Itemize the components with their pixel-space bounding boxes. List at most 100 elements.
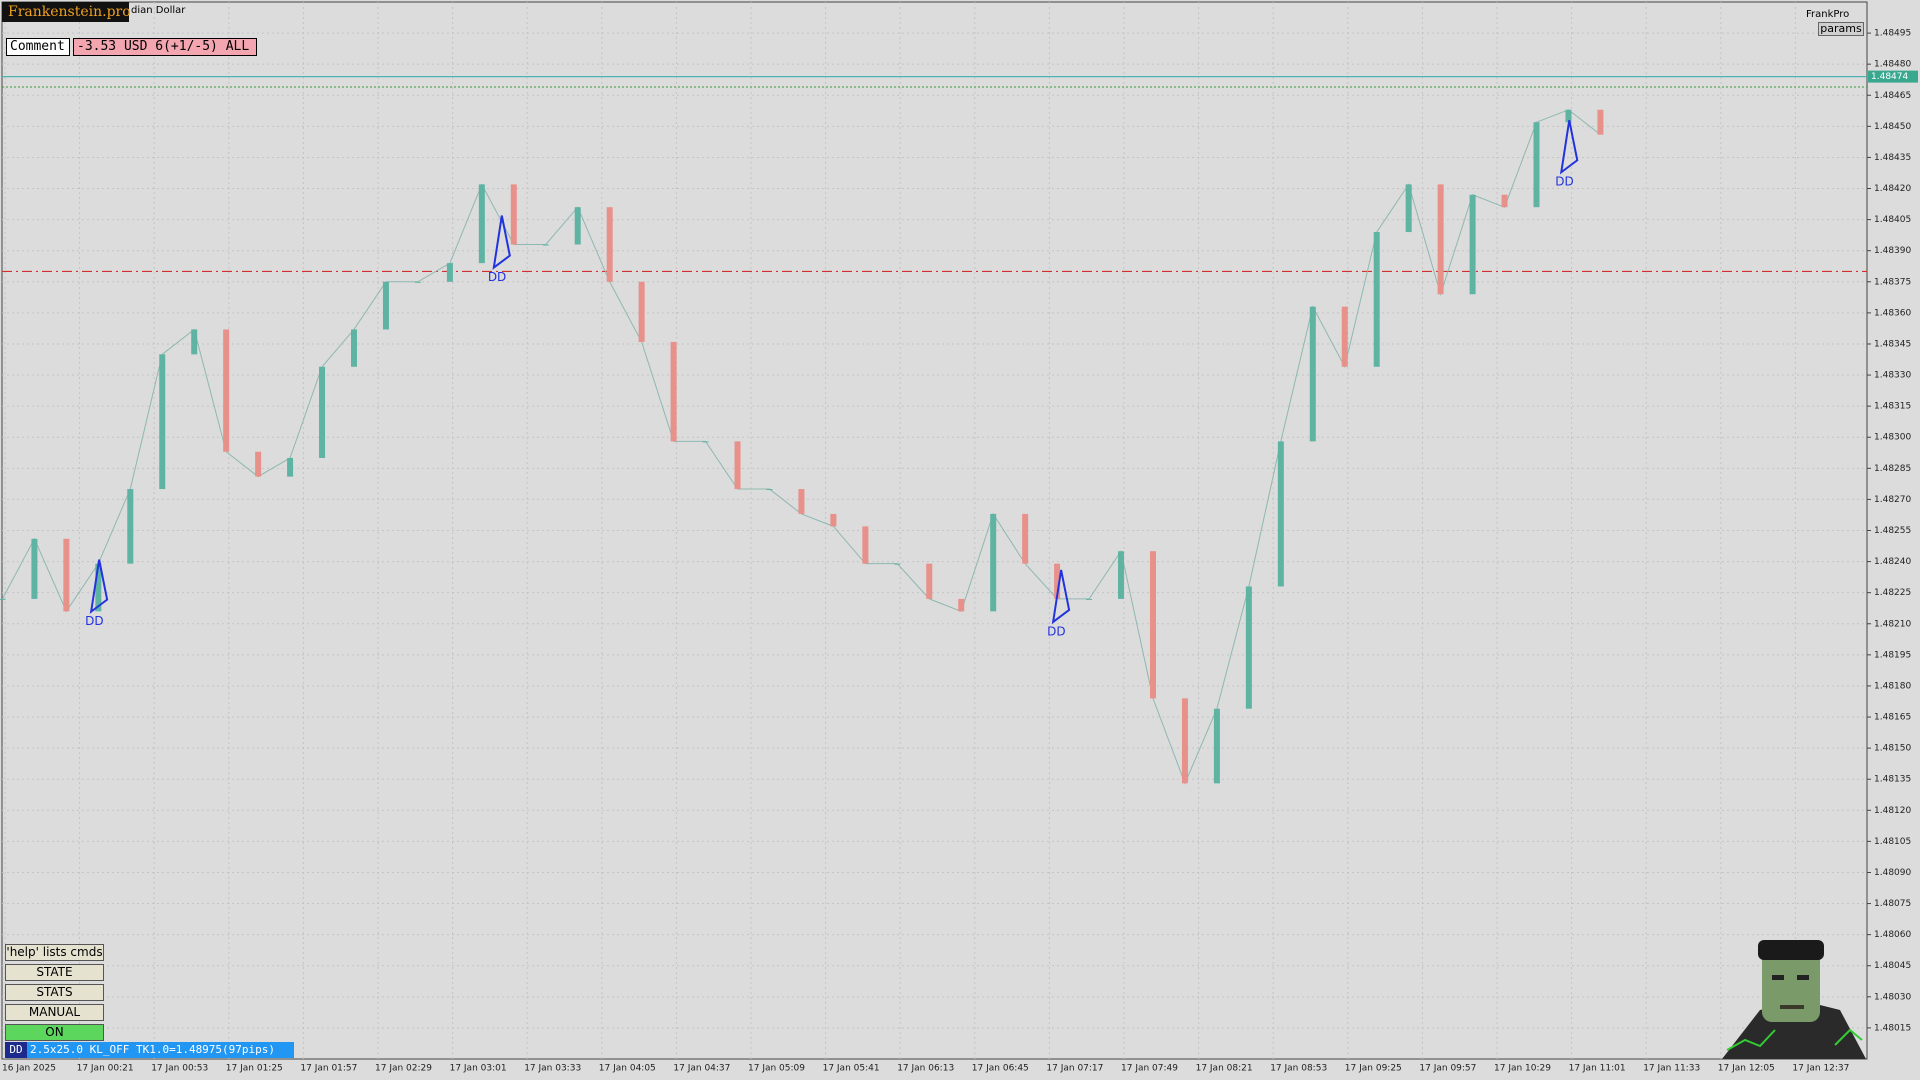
candle — [223, 329, 230, 452]
candle — [1181, 698, 1188, 784]
y-tick-label: 1.48285 — [1874, 464, 1911, 474]
x-tick-label: 17 Jan 12:37 — [1792, 1064, 1849, 1074]
x-tick-label: 17 Jan 09:25 — [1345, 1064, 1402, 1074]
price-tag-label: 1.48474 — [1871, 72, 1908, 82]
x-tick-label: 17 Jan 12:05 — [1718, 1064, 1775, 1074]
y-tick-label: 1.48030 — [1874, 992, 1911, 1002]
candle — [1501, 194, 1508, 208]
candle — [1213, 708, 1220, 784]
status-tag: DD — [5, 1042, 27, 1058]
candle — [734, 441, 741, 490]
manual-button[interactable]: MANUAL — [5, 1004, 104, 1021]
candle — [1086, 598, 1093, 600]
y-tick-label: 1.48270 — [1874, 495, 1911, 505]
pattern-marker — [89, 559, 109, 614]
candle — [255, 451, 262, 477]
y-tick-label: 1.48255 — [1874, 526, 1911, 536]
state-button[interactable]: STATE — [5, 964, 104, 981]
x-tick-label: 17 Jan 01:57 — [300, 1064, 357, 1074]
y-tick-label: 1.48420 — [1874, 184, 1911, 194]
candle — [1341, 306, 1348, 367]
candle — [542, 244, 549, 246]
x-tick-label: 17 Jan 11:01 — [1569, 1064, 1626, 1074]
candle — [95, 563, 102, 612]
candle — [319, 366, 326, 458]
candle — [31, 538, 38, 599]
candle — [638, 281, 645, 342]
x-tick-label: 17 Jan 06:45 — [972, 1064, 1029, 1074]
y-tick-label: 1.48135 — [1874, 775, 1911, 785]
pattern-label: DD — [1555, 175, 1573, 189]
candle — [1118, 551, 1125, 599]
candle — [446, 263, 453, 282]
y-tick-label: 1.48375 — [1874, 277, 1911, 287]
candle — [1022, 513, 1029, 564]
y-tick-label: 1.48225 — [1874, 588, 1911, 598]
y-tick-label: 1.48495 — [1874, 29, 1911, 39]
y-tick-label: 1.48450 — [1874, 122, 1911, 132]
candle — [1533, 122, 1540, 208]
y-tick-label: 1.48405 — [1874, 215, 1911, 225]
candle — [862, 526, 869, 564]
candle — [1277, 441, 1284, 587]
y-tick-label: 1.48480 — [1874, 60, 1911, 70]
comment-value: -3.53 USD 6(+1/-5) ALL — [73, 38, 257, 56]
candle — [670, 341, 677, 442]
status-text: 2.5x25.0 KL_OFF TK1.0=1.48975(97pips) — [27, 1042, 294, 1058]
candle — [414, 281, 421, 283]
candle — [894, 563, 901, 565]
y-tick-label: 1.48360 — [1874, 308, 1911, 318]
x-tick-label: 17 Jan 08:53 — [1270, 1064, 1327, 1074]
candle — [1405, 184, 1412, 233]
x-tick-label: 17 Jan 11:33 — [1643, 1064, 1700, 1074]
comment-label: Comment — [6, 38, 70, 56]
candle — [382, 281, 389, 330]
x-tick-label: 17 Jan 00:53 — [151, 1064, 208, 1074]
x-tick-label: 16 Jan 2025 — [2, 1064, 56, 1074]
brand: Frankenstein.pro — [2, 2, 131, 22]
y-tick-label: 1.48045 — [1874, 961, 1911, 971]
candle — [159, 354, 166, 490]
y-tick-label: 1.48315 — [1874, 402, 1911, 412]
y-tick-label: 1.48120 — [1874, 806, 1911, 816]
params-button[interactable]: params — [1818, 22, 1864, 36]
candle — [1309, 306, 1316, 442]
candle — [1437, 184, 1444, 295]
x-tick-label: 17 Jan 10:29 — [1494, 1064, 1551, 1074]
x-tick-label: 17 Jan 02:29 — [375, 1064, 432, 1074]
candle — [798, 489, 805, 514]
candle — [127, 489, 134, 564]
y-tick-label: 1.48195 — [1874, 650, 1911, 660]
x-tick-label: 17 Jan 07:17 — [1046, 1064, 1103, 1074]
candle — [702, 441, 709, 443]
candle — [958, 598, 965, 612]
pattern-marker — [1559, 120, 1579, 175]
on-button[interactable]: ON — [5, 1024, 104, 1041]
candle — [287, 457, 294, 477]
x-tick-label: 17 Jan 03:33 — [524, 1064, 581, 1074]
x-tick-label: 17 Jan 09:57 — [1419, 1064, 1476, 1074]
x-tick-label: 17 Jan 00:21 — [77, 1064, 134, 1074]
candle — [926, 563, 933, 599]
x-tick-label: 17 Jan 06:13 — [897, 1064, 954, 1074]
pattern-label: DD — [488, 270, 506, 284]
mascot — [1722, 940, 1866, 1059]
x-tick-label: 17 Jan 04:37 — [673, 1064, 730, 1074]
candle — [63, 538, 70, 612]
price-tag — [1868, 70, 1918, 83]
pattern-label: DD — [85, 614, 103, 628]
candle — [1565, 109, 1572, 123]
y-tick-label: 1.48165 — [1874, 713, 1911, 723]
candle — [1245, 586, 1252, 709]
x-tick-label: 17 Jan 07:49 — [1121, 1064, 1178, 1074]
candle — [1469, 194, 1476, 295]
stats-button[interactable]: STATS — [5, 984, 104, 1001]
y-tick-label: 1.48105 — [1874, 837, 1911, 847]
help-button[interactable]: 'help' lists cmds — [5, 944, 104, 961]
candle — [351, 329, 358, 367]
y-tick-label: 1.48150 — [1874, 744, 1911, 754]
pattern-marker — [1051, 569, 1071, 625]
candle — [191, 329, 198, 355]
